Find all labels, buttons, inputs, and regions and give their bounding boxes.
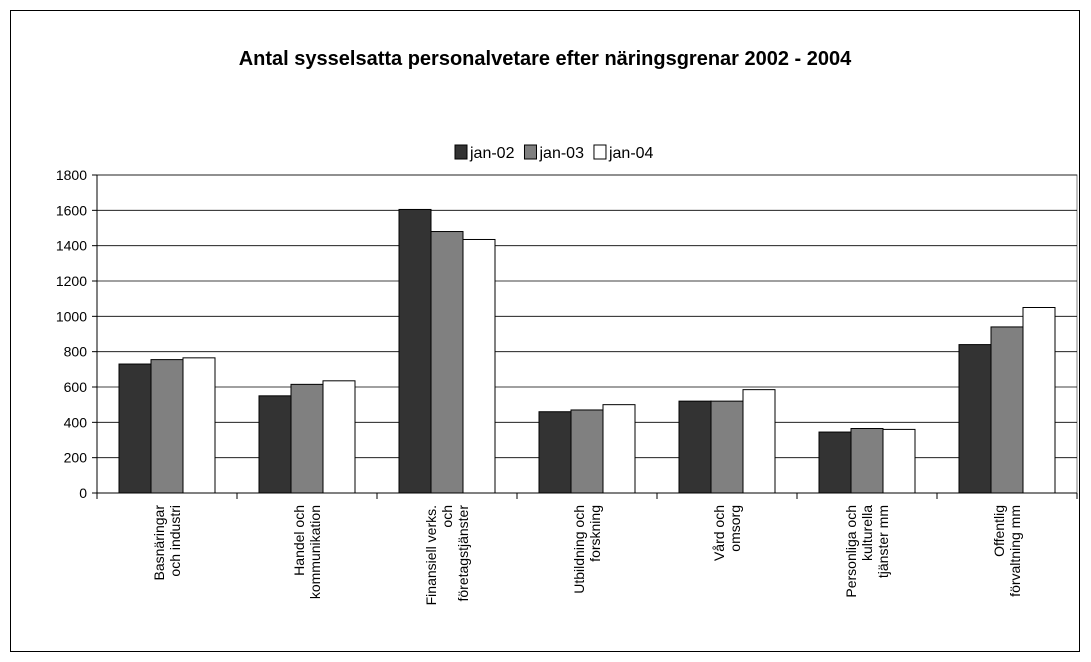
bar xyxy=(430,231,464,494)
y-tick-label: 1400 xyxy=(56,238,87,254)
bar xyxy=(182,357,216,494)
chart-title: Antal sysselsatta personalvetare efter n… xyxy=(239,48,852,70)
bar xyxy=(290,383,324,494)
bar xyxy=(398,208,432,494)
x-tick-label: Offentligförvaltning mm xyxy=(991,505,1023,597)
bar xyxy=(538,411,572,494)
legend-label: jan-04 xyxy=(608,145,654,162)
bar xyxy=(118,363,152,494)
bar xyxy=(602,404,636,494)
x-tick-label: Personliga ochkulturellatjänster mm xyxy=(843,505,891,598)
y-tick-label: 200 xyxy=(64,450,88,466)
x-tick-label: Utbildning ochforskning xyxy=(571,505,603,594)
bar xyxy=(322,380,356,494)
bar xyxy=(818,431,852,494)
bar xyxy=(678,400,712,494)
bar xyxy=(882,428,916,494)
bar xyxy=(958,344,992,494)
y-tick-label: 600 xyxy=(64,379,88,395)
bar xyxy=(850,428,884,494)
bar xyxy=(990,326,1024,494)
y-tick-label: 800 xyxy=(64,344,88,360)
x-tick-label: Finansiell verks.ochföretagstjänster xyxy=(423,505,471,606)
x-tick-label: Basnäringaroch industri xyxy=(151,505,183,581)
bar xyxy=(742,389,776,494)
y-tick-label: 400 xyxy=(64,414,88,430)
y-tick-label: 0 xyxy=(79,485,87,501)
y-tick-label: 1000 xyxy=(56,308,87,324)
bar xyxy=(462,238,496,494)
bar xyxy=(710,400,744,494)
y-tick-label: 1800 xyxy=(56,167,87,183)
x-tick-label: Vård ochomsorg xyxy=(711,505,743,561)
bar xyxy=(1022,307,1056,494)
y-tick-label: 1600 xyxy=(56,202,87,218)
legend-label: jan-02 xyxy=(469,145,515,162)
x-tick-label: Handel ochkommunikation xyxy=(291,505,323,599)
legend-swatch xyxy=(454,144,468,160)
y-tick-label: 1200 xyxy=(56,273,87,289)
legend-label: jan-03 xyxy=(538,145,584,162)
bar xyxy=(570,409,604,494)
bar xyxy=(258,395,292,494)
legend-swatch xyxy=(523,144,537,160)
bar xyxy=(150,359,184,494)
legend-swatch xyxy=(593,144,607,160)
